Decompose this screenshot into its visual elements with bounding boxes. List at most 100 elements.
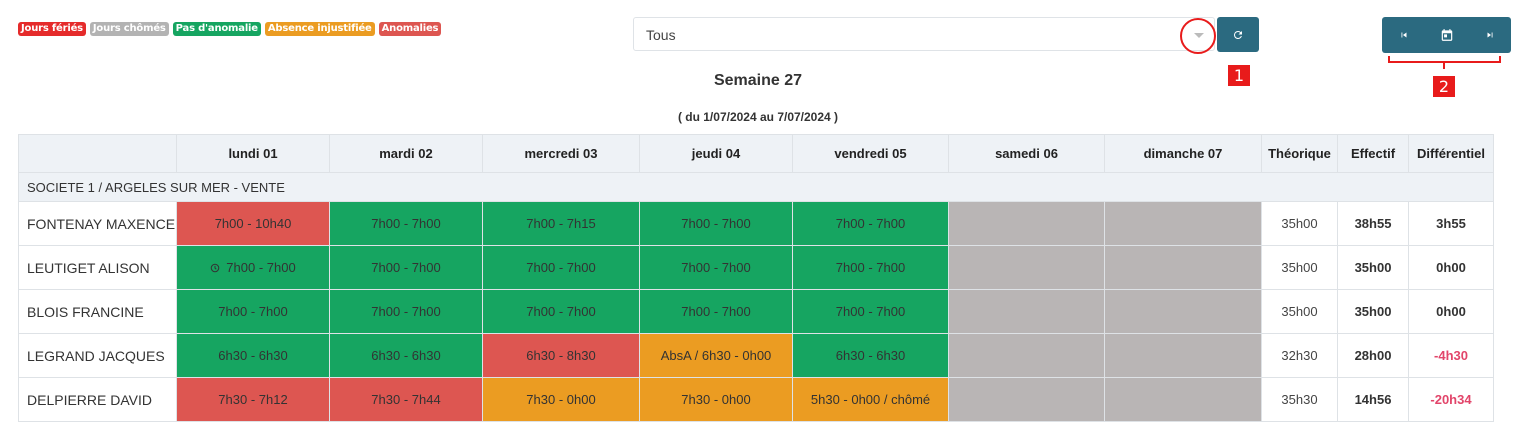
- employee-name[interactable]: LEGRAND JACQUES: [18, 333, 177, 378]
- week-range: ( du 1/07/2024 au 7/07/2024 ): [677, 110, 839, 124]
- legend-badge: Absence injustifiée: [264, 22, 375, 36]
- day-cell[interactable]: 5h30 - 0h00 / chômé: [792, 377, 949, 422]
- day-cell-text: 6h30 - 6h30: [218, 348, 288, 363]
- effectif-cell: 35h00: [1337, 289, 1409, 334]
- day-cell[interactable]: [1104, 333, 1262, 378]
- day-cell[interactable]: [948, 377, 1105, 422]
- employee-name[interactable]: DELPIERRE DAVID: [18, 377, 177, 422]
- effectif-cell: 14h56: [1337, 377, 1409, 422]
- group-label: SOCIETE 1 / ARGELES SUR MER - VENTE: [18, 172, 1494, 202]
- day-cell[interactable]: 7h00 - 7h00: [639, 289, 793, 334]
- day-cell[interactable]: 7h30 - 0h00: [639, 377, 793, 422]
- week-navigation: [1382, 17, 1511, 53]
- legend-badge: Jours chômés: [89, 22, 169, 36]
- theorique-cell: 35h30: [1261, 377, 1338, 422]
- day-cell-text: 7h00 - 7h00: [371, 260, 441, 275]
- column-header: Théorique: [1261, 134, 1338, 173]
- chevron-down-icon[interactable]: [1194, 33, 1204, 38]
- day-cell[interactable]: 7h00 - 7h00: [639, 201, 793, 246]
- day-cell[interactable]: [948, 245, 1105, 290]
- day-cell[interactable]: 7h30 - 7h44: [329, 377, 483, 422]
- effectif-cell: 28h00: [1337, 333, 1409, 378]
- day-cell[interactable]: 7h00 - 7h00: [482, 245, 640, 290]
- theorique-cell: 32h30: [1261, 333, 1338, 378]
- day-cell[interactable]: 7h00 - 7h00: [176, 289, 330, 334]
- day-cell[interactable]: 7h00 - 7h00: [482, 289, 640, 334]
- day-cell-text: 7h00 - 7h00: [226, 259, 296, 275]
- day-cell[interactable]: [948, 201, 1105, 246]
- day-cell-text: 7h00 - 7h00: [835, 216, 906, 231]
- day-cell[interactable]: 7h00 - 7h00: [329, 245, 483, 290]
- differentiel-cell: 0h00: [1408, 289, 1494, 334]
- annotation-bracket: [1388, 56, 1501, 63]
- day-cell-text: 7h00 - 7h15: [526, 216, 596, 231]
- employee-name[interactable]: BLOIS FRANCINE: [18, 289, 177, 334]
- week-title: Semaine 27: [713, 72, 803, 89]
- day-cell-text: 6h30 - 8h30: [526, 348, 596, 363]
- day-cell-text: 7h00 - 7h00: [371, 216, 441, 231]
- column-header: Différentiel: [1408, 134, 1494, 173]
- day-cell[interactable]: [1104, 201, 1262, 246]
- day-cell[interactable]: 6h30 - 6h30: [176, 333, 330, 378]
- column-header: mercredi 03: [482, 134, 640, 173]
- day-cell[interactable]: 7h00 - 7h00: [176, 245, 330, 290]
- first-week-button[interactable]: [1382, 17, 1425, 53]
- day-cell-text: 7h00 - 7h00: [681, 260, 751, 275]
- employee-name[interactable]: FONTENAY MAXENCE: [18, 201, 177, 246]
- annotation-bracket-tick: [1443, 63, 1445, 69]
- day-cell[interactable]: 7h00 - 7h00: [329, 201, 483, 246]
- legend-badge: Pas d'anomalie: [172, 22, 261, 36]
- employee-name[interactable]: LEUTIGET ALISON: [18, 245, 177, 290]
- day-cell[interactable]: [1104, 245, 1262, 290]
- day-cell[interactable]: [1104, 377, 1262, 422]
- last-week-button[interactable]: [1468, 17, 1511, 53]
- day-cell[interactable]: 6h30 - 8h30: [482, 333, 640, 378]
- day-cell-text: 7h00 - 7h00: [371, 304, 441, 319]
- differentiel-cell: 0h00: [1408, 245, 1494, 290]
- filter-select[interactable]: Tous: [633, 17, 1215, 51]
- day-cell-text: 7h30 - 0h00: [526, 392, 596, 407]
- day-cell[interactable]: 7h00 - 7h00: [792, 289, 949, 334]
- day-cell[interactable]: 6h30 - 6h30: [792, 333, 949, 378]
- day-cell[interactable]: 7h00 - 7h00: [792, 201, 949, 246]
- legend: Jours fériés Jours chômés Pas d'anomalie Ab…: [18, 22, 442, 36]
- day-cell[interactable]: 7h30 - 7h12: [176, 377, 330, 422]
- refresh-icon: [1233, 30, 1242, 39]
- current-week-button[interactable]: [1425, 17, 1468, 53]
- day-cell[interactable]: 7h00 - 7h00: [792, 245, 949, 290]
- day-cell[interactable]: AbsA / 6h30 - 0h00: [639, 333, 793, 378]
- group-row: SOCIETE 1 / ARGELES SUR MER - VENTE: [18, 172, 1494, 202]
- day-cell[interactable]: [948, 333, 1105, 378]
- column-header: jeudi 04: [639, 134, 793, 173]
- clock-icon: [210, 261, 220, 276]
- theorique-cell: 35h00: [1261, 289, 1338, 334]
- day-cell-text: 7h00 - 7h00: [218, 304, 288, 319]
- day-cell[interactable]: 6h30 - 6h30: [329, 333, 483, 378]
- day-cell-text: 7h00 - 7h00: [681, 216, 751, 231]
- table-row: LEUTIGET ALISON 7h00 - 7h00 7h00 - 7h00 7h0…: [18, 245, 1494, 290]
- legend-badge: Anomalies: [378, 22, 442, 36]
- differentiel-cell: -4h30: [1408, 333, 1494, 378]
- table-row: FONTENAY MAXENCE 7h00 - 10h40 7h00 - 7h00 7…: [18, 201, 1494, 246]
- refresh-button[interactable]: [1217, 17, 1259, 52]
- column-header: lundi 01: [176, 134, 330, 173]
- day-cell[interactable]: 7h30 - 0h00: [482, 377, 640, 422]
- day-cell[interactable]: 7h00 - 10h40: [176, 201, 330, 246]
- day-cell[interactable]: 7h00 - 7h15: [482, 201, 640, 246]
- day-cell[interactable]: [948, 289, 1105, 334]
- effectif-cell: 38h55: [1337, 201, 1409, 246]
- differentiel-cell: -20h34: [1408, 377, 1494, 422]
- day-cell[interactable]: 7h00 - 7h00: [639, 245, 793, 290]
- legend-badge: Jours fériés: [18, 22, 86, 36]
- day-cell-text: 7h00 - 7h00: [681, 304, 751, 319]
- day-cell[interactable]: [1104, 289, 1262, 334]
- column-header: samedi 06: [948, 134, 1105, 173]
- column-header: [18, 134, 177, 173]
- skip-next-icon: [1487, 32, 1492, 38]
- day-cell-text: 6h30 - 6h30: [371, 348, 441, 363]
- day-cell-text: 7h00 - 7h00: [835, 260, 906, 275]
- column-header: dimanche 07: [1104, 134, 1262, 173]
- day-cell-text: 7h30 - 7h12: [218, 392, 288, 407]
- skip-previous-icon: [1401, 32, 1406, 38]
- day-cell[interactable]: 7h00 - 7h00: [329, 289, 483, 334]
